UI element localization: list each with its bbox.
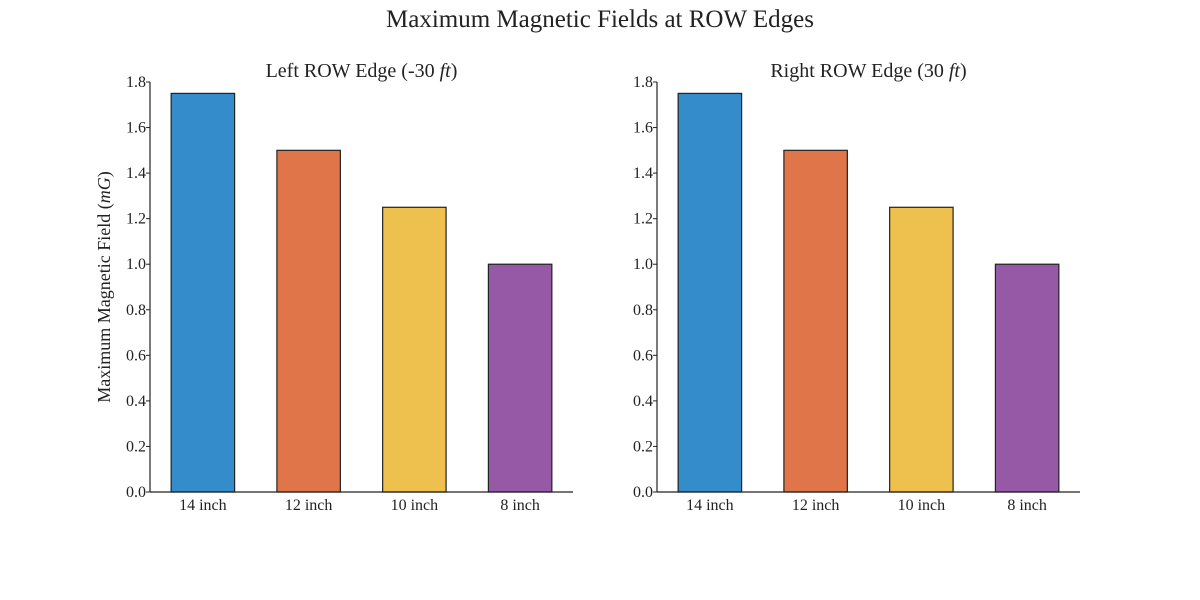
right-y-tick-label: 1.6: [633, 120, 653, 137]
panel-title-unit: ft: [949, 60, 961, 82]
right-bar-12-inch: [783, 149, 848, 493]
right-bar-10-inch: [889, 206, 954, 493]
right-y-tick-label: 0.0: [633, 484, 653, 501]
panel-title-text: Left ROW Edge (-30: [266, 60, 440, 82]
right-y-tick-label: 0.8: [633, 302, 653, 319]
left-y-tick-label: 1.2: [126, 211, 146, 228]
left-y-tick-label: 0.6: [126, 347, 146, 364]
left-y-tick-label: 1.6: [126, 120, 146, 137]
y-axis-label-suffix: ): [94, 171, 115, 177]
left-y-tick-label: 0.8: [126, 302, 146, 319]
right-bar-14-inch: [677, 92, 743, 493]
right-y-tick-label: 0.2: [633, 438, 653, 455]
left-y-tick-label: 1.8: [126, 74, 146, 91]
figure-title: Maximum Magnetic Fields at ROW Edges: [386, 6, 814, 33]
left-bar-14-inch: [170, 92, 236, 493]
left-panel-title: Left ROW Edge (-30 ft): [266, 60, 458, 82]
right-x-tick-label: 12 inch: [792, 497, 840, 514]
left-y-tick-label: 1.4: [126, 165, 146, 182]
right-y-tick-label: 1.0: [633, 256, 653, 273]
left-y-tick-label: 0.4: [126, 393, 146, 410]
right-x-tick-label: 14 inch: [686, 497, 734, 514]
right-y-tick-label: 1.4: [633, 165, 653, 182]
left-y-tick-label: 1.0: [126, 256, 146, 273]
panel-title-text: Right ROW Edge (30: [770, 60, 949, 82]
right-y-tick-label: 1.2: [633, 211, 653, 228]
right-y-tick-label: 0.4: [633, 393, 653, 410]
right-y-tick-label: 0.6: [633, 347, 653, 364]
right-bar-8-inch: [994, 263, 1060, 493]
y-axis-label-unit: mG: [94, 177, 114, 203]
left-x-tick-label: 10 inch: [391, 497, 439, 514]
left-y-tick-label: 0.0: [126, 484, 146, 501]
left-x-tick-label: 8 inch: [500, 497, 540, 514]
panel-title-unit: ft: [440, 60, 452, 82]
panel-title-suffix: ): [960, 60, 967, 82]
right-y-tick-label: 1.8: [633, 74, 653, 91]
left-y-axis-label: Maximum Magnetic Field (mG): [94, 171, 115, 402]
y-axis-label-text: Maximum Magnetic Field (: [94, 203, 115, 402]
right-x-tick-label: 10 inch: [898, 497, 946, 514]
left-bar-12-inch: [276, 149, 341, 493]
left-bar-8-inch: [487, 263, 553, 493]
left-x-tick-label: 12 inch: [285, 497, 333, 514]
right-x-tick-label: 8 inch: [1007, 497, 1047, 514]
panel-title-suffix: ): [451, 60, 458, 82]
right-row-edge-chart: 14 inch 12 inch 10 inch 8 inch 0.0 0.2 0.4 0.6 0…: [633, 60, 1080, 514]
left-x-tick-label: 14 inch: [179, 497, 227, 514]
left-y-tick-label: 0.2: [126, 438, 146, 455]
left-bar-10-inch: [382, 206, 447, 493]
left-row-edge-chart: 14 inch 12 inch 10 inch 8 inch 0.0 0.2 0.4 0.6 0…: [94, 60, 573, 514]
right-panel-title: Right ROW Edge (30 ft): [770, 60, 966, 82]
